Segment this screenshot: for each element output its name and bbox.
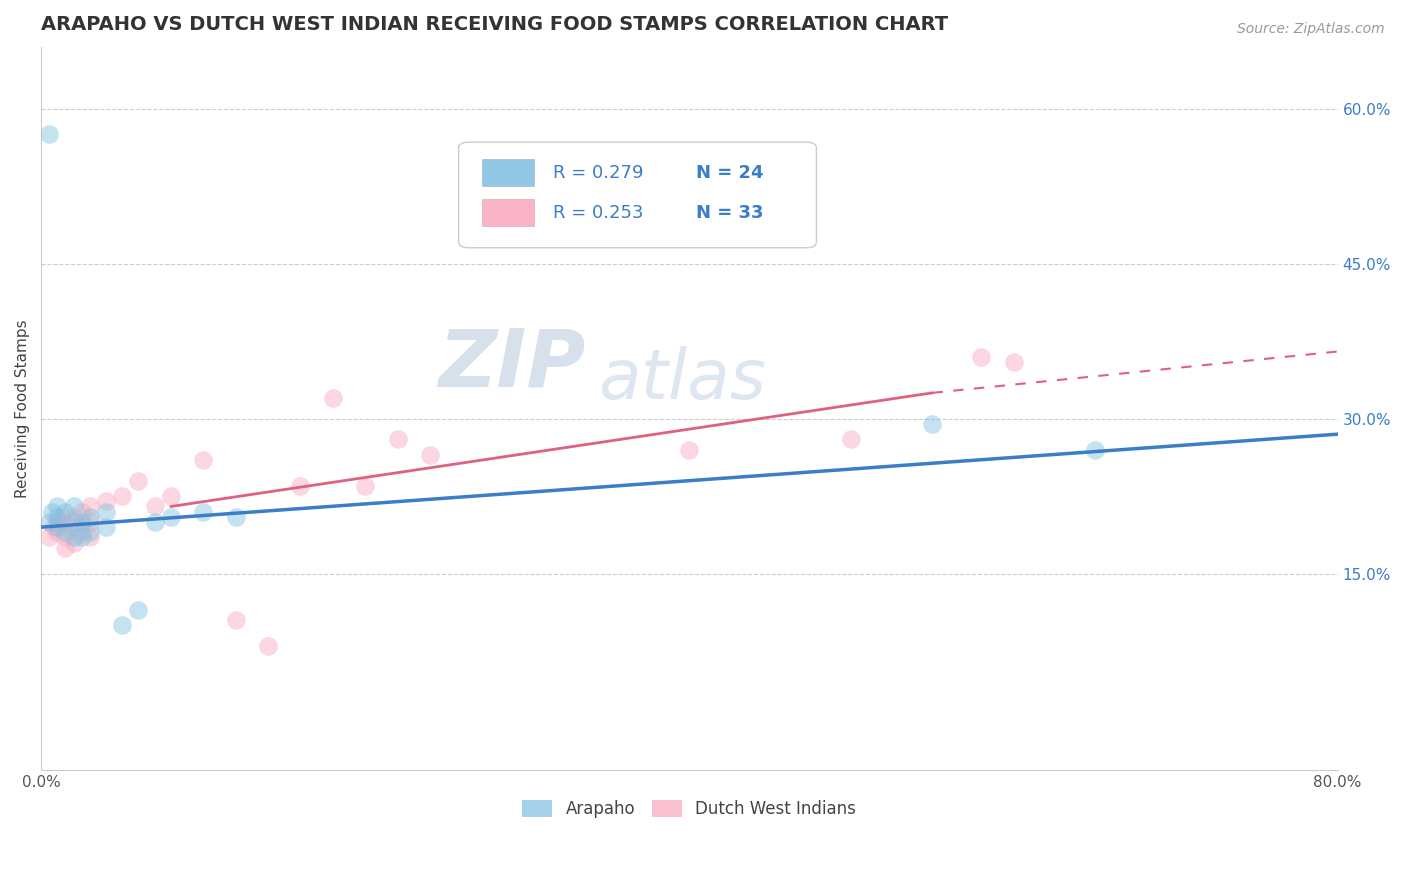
Point [159,509,181,524]
Point [354,479,377,493]
FancyBboxPatch shape [458,142,817,248]
Point [678,442,700,457]
Text: R = 0.279: R = 0.279 [553,164,644,182]
Point [70,531,93,545]
Point [46,515,69,529]
Point [419,448,441,462]
Point [225,509,247,524]
Point [46,500,69,514]
Point [193,453,215,467]
Point [159,489,181,503]
Legend: Arapaho, Dutch West Indians: Arapaho, Dutch West Indians [515,792,865,827]
Text: N = 33: N = 33 [696,204,763,222]
Text: R = 0.253: R = 0.253 [553,204,644,222]
Point [111,489,134,503]
Point [111,618,134,632]
Point [921,417,943,431]
Point [225,613,247,627]
Point [49,509,72,524]
Point [70,525,93,540]
Point [55,515,77,529]
Point [127,474,149,488]
Point [79,531,101,545]
Point [42,520,65,534]
Point [1083,442,1105,457]
Point [62,535,84,549]
Point [62,520,84,534]
Point [94,520,117,534]
Point [55,525,77,540]
Text: N = 24: N = 24 [696,164,763,182]
Point [127,603,149,617]
Point [79,509,101,524]
Point [257,639,280,653]
Text: atlas: atlas [599,346,766,413]
Point [290,479,312,493]
Point [62,500,84,514]
Point [94,505,117,519]
Point [193,505,215,519]
Point [70,515,93,529]
Point [55,505,77,519]
Point [41,505,63,519]
Point [70,505,93,519]
Text: ZIP: ZIP [439,326,586,404]
Point [94,494,117,508]
Point [143,500,166,514]
Point [841,433,863,447]
FancyBboxPatch shape [482,199,534,226]
Point [62,515,84,529]
Point [1002,355,1025,369]
Text: ARAPAHO VS DUTCH WEST INDIAN RECEIVING FOOD STAMPS CORRELATION CHART: ARAPAHO VS DUTCH WEST INDIAN RECEIVING F… [41,15,948,34]
Point [62,509,84,524]
Point [79,525,101,540]
Point [387,433,409,447]
Point [970,350,993,364]
Point [62,531,84,545]
Point [79,515,101,529]
Point [38,515,60,529]
FancyBboxPatch shape [482,159,534,186]
Point [46,520,69,534]
Point [55,541,77,555]
Point [46,525,69,540]
Point [143,515,166,529]
Text: Source: ZipAtlas.com: Source: ZipAtlas.com [1237,22,1385,37]
Point [322,391,344,405]
Point [55,531,77,545]
Point [79,500,101,514]
Point [38,128,60,142]
Point [46,509,69,524]
Y-axis label: Receiving Food Stamps: Receiving Food Stamps [15,319,30,498]
Point [38,531,60,545]
